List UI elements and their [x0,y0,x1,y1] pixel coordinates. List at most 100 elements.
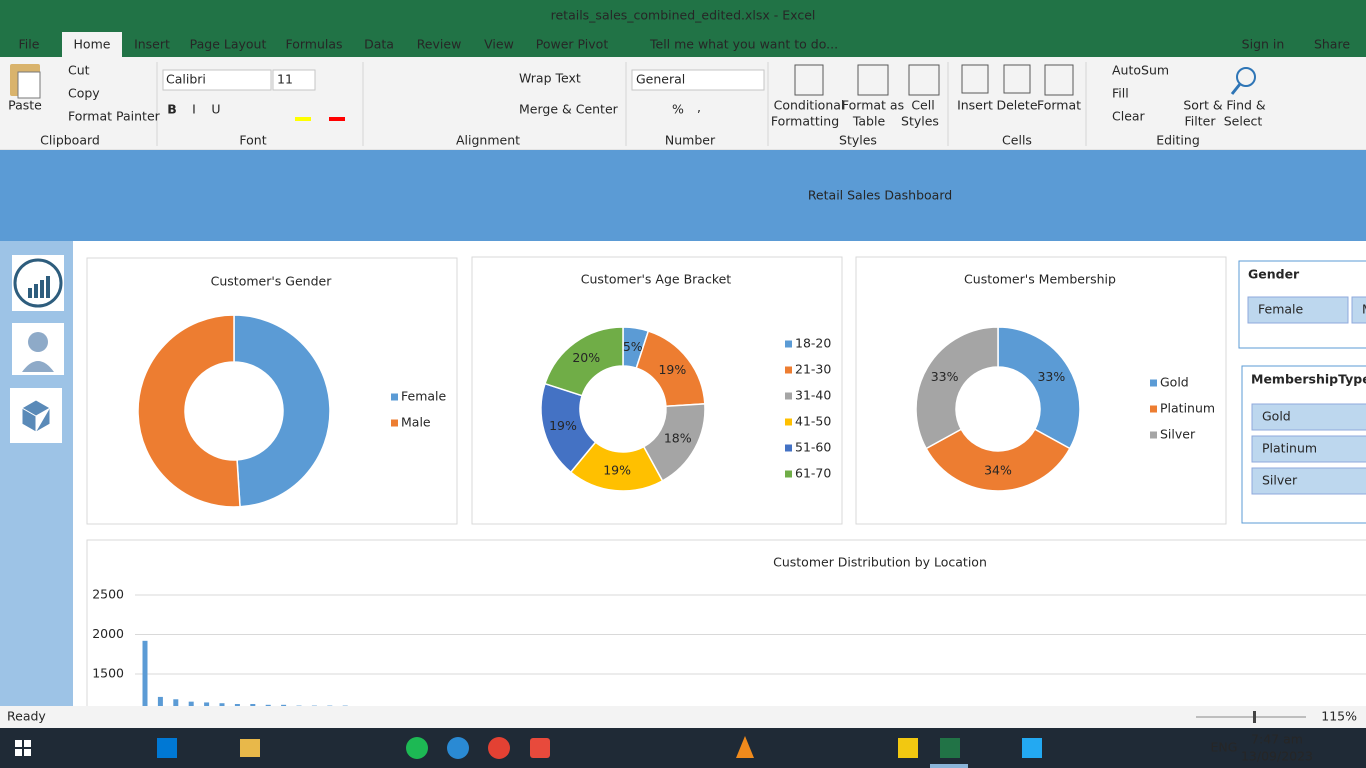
ribbon-command[interactable]: Paste [8,98,42,113]
font-size-box[interactable] [272,69,316,91]
taskbar [0,728,1366,768]
ribbon-tab[interactable]: Data [364,37,394,52]
slicer-item-label[interactable]: Female [1258,302,1304,317]
ribbon-command[interactable]: Styles [901,114,939,129]
chart-title: Customer Distribution by Location [773,555,987,570]
ribbon-command[interactable]: Select [1224,114,1263,129]
ribbon-command[interactable]: Formatting [771,114,839,129]
legend-swatch [785,444,792,452]
ribbon-command[interactable]: Cut [68,63,90,78]
bar [173,699,179,706]
paste-icon-sheet [17,71,41,99]
clock-date[interactable]: 13/09/2023 [1241,749,1313,764]
ribbon-command[interactable]: Insert [957,98,993,113]
chart-title: Customer's Age Bracket [581,272,732,287]
data-label: 19% [603,463,631,478]
ribbon-command[interactable]: U [211,102,220,117]
sign-in[interactable]: Sign in [1242,37,1285,52]
group-label: Editing [1156,133,1200,148]
data-label: 33% [1037,369,1065,384]
number-format-box[interactable] [631,69,765,91]
ribbon-tab[interactable]: Power Pivot [536,37,609,52]
active-tab[interactable] [62,32,122,57]
ribbon-command[interactable]: Merge & Center [519,102,619,117]
ribbon-command[interactable]: Calibri [166,72,206,87]
ribbon-command[interactable]: Format [1037,98,1081,113]
product-icon-box [20,399,52,433]
ribbon-command[interactable]: Clear [1112,109,1146,124]
slicer-item[interactable] [1247,296,1349,324]
slicer-item-label[interactable]: Male [1362,302,1366,317]
slicer-title: MembershipType [1251,372,1366,387]
ribbon-command[interactable]: Table [852,114,886,129]
tell-me[interactable]: Tell me what you want to do... [649,37,838,52]
status-ready: Ready [7,709,46,724]
donut-slice [137,314,241,508]
ribbon-tab[interactable]: File [19,37,40,52]
zoom-thumb[interactable] [1253,711,1256,723]
donut-slice [544,326,624,397]
ribbon-command[interactable]: Fill [1112,86,1129,101]
slicer-item[interactable] [1251,403,1366,431]
ribbon-tab[interactable]: Review [417,37,462,52]
ribbon-command[interactable]: General [636,72,685,87]
legend-entry: Platinum [1160,401,1215,416]
ribbon-command[interactable]: Sort & [1183,98,1223,113]
zoom-level[interactable]: 115% [1321,709,1357,724]
ribbon-command[interactable]: Cell [911,98,934,113]
ribbon-icons [794,64,1256,96]
slicer-item[interactable] [1251,467,1366,495]
ribbon-tab[interactable]: Home [74,37,111,52]
ribbon-command[interactable]: I [192,102,196,117]
data-label: 19% [549,418,577,433]
ribbon-command[interactable]: Filter [1185,114,1217,129]
ribbon-command[interactable]: Format Painter [68,109,161,124]
share[interactable]: Share [1314,37,1350,52]
legend-swatch [391,393,398,401]
sheet: Retail Sales Dashboard Gender Female Male Me… [0,150,1366,706]
sales-icon[interactable] [12,255,64,311]
ribbon-command[interactable]: Conditional [774,98,845,113]
slicer-item[interactable] [1251,435,1366,463]
data-label: 19% [658,362,686,377]
ribbon-command[interactable]: , [697,100,701,115]
data-label: 5% [623,339,643,354]
legend-entry: 51-60 [795,440,831,455]
ribbon-command[interactable]: Wrap Text [519,71,581,86]
donut-slice [915,326,999,450]
ribbon-command[interactable]: B [167,102,177,117]
ribbon-command[interactable]: Find & [1226,98,1266,113]
ribbon-tab[interactable]: Insert [134,37,170,52]
ribbon-command[interactable]: Copy [68,86,100,101]
legend-swatch [785,470,792,478]
legend-swatch [1150,431,1157,439]
legend-entry: 31-40 [795,388,831,403]
sales-icon-ring [13,258,63,308]
bar [234,704,240,706]
ribbon-tab[interactable]: Page Layout [190,37,267,52]
group-label: Font [239,133,266,148]
clock-time[interactable]: 7:47 am [1251,732,1303,747]
ribbon-command[interactable]: % [672,102,684,117]
legend-entry: 61-70 [795,466,831,481]
ribbon-command[interactable]: 11 [277,72,293,87]
ribbon-tab[interactable]: View [484,37,514,52]
slicer-item-label[interactable]: Platinum [1262,441,1317,456]
input-language[interactable]: ENG [1211,740,1238,755]
slicer-item-label[interactable]: Gold [1262,409,1291,424]
slicer-item-label[interactable]: Silver [1262,473,1298,488]
dashboard-title: Retail Sales Dashboard [808,188,952,203]
data-label: 20% [572,350,600,365]
bar [188,701,194,706]
bar [219,703,225,706]
donut-slice [997,326,1081,450]
ribbon-command[interactable]: Format as [842,98,904,113]
y-tick-label: 2000 [92,626,124,641]
legend-swatch [785,366,792,374]
ribbon-command[interactable]: Delete [996,98,1037,113]
ribbon-tab[interactable]: Formulas [285,37,342,52]
font-name-box[interactable] [162,69,272,91]
legend-entry: 41-50 [795,414,831,429]
ribbon-command[interactable]: AutoSum [1112,63,1169,78]
slicer-item[interactable] [1351,296,1366,324]
